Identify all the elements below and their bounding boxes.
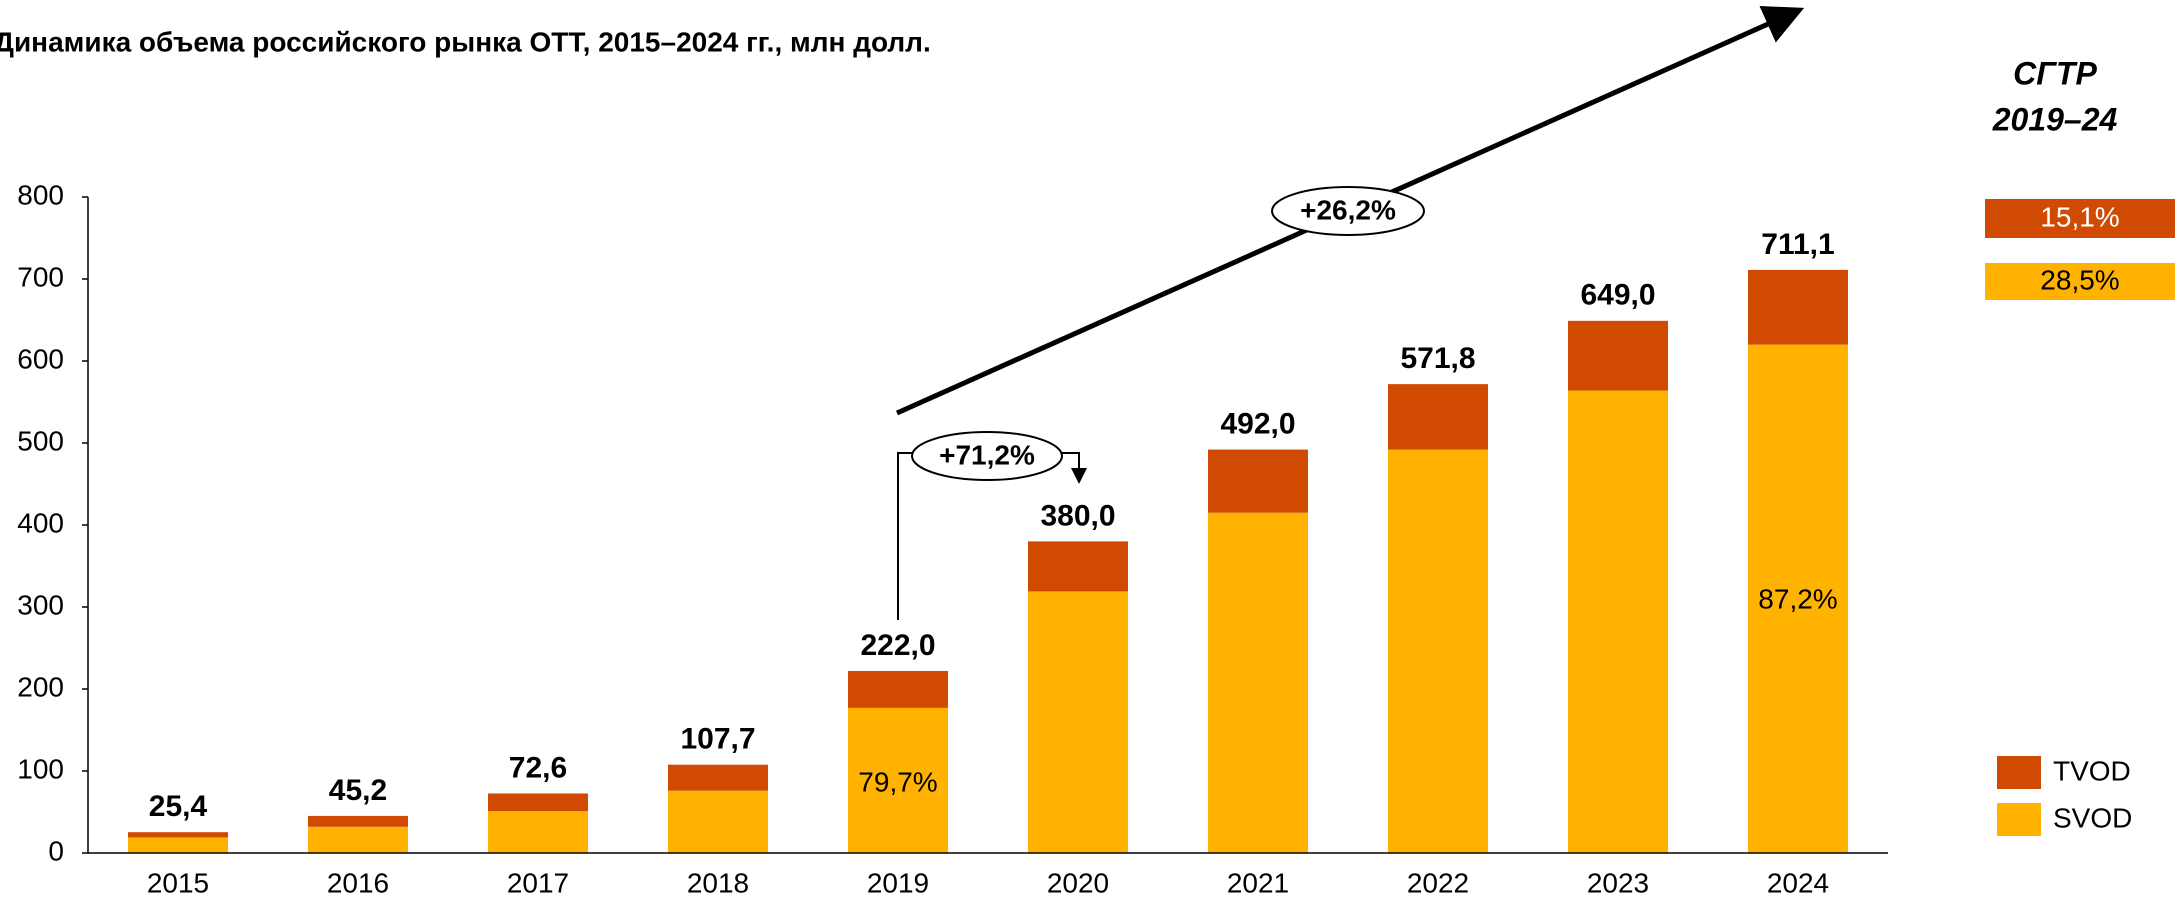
y-tick-label: 100 bbox=[17, 753, 64, 784]
bar-segment bbox=[1388, 449, 1488, 853]
bar-segment bbox=[488, 811, 588, 853]
cagr-value: 28,5% bbox=[2040, 264, 2119, 295]
bar-segment bbox=[1028, 591, 1128, 853]
total-label: 25,4 bbox=[149, 790, 208, 823]
bar-segment bbox=[1028, 541, 1128, 592]
x-tick-label: 2016 bbox=[327, 867, 389, 898]
growth-bubble bbox=[1271, 186, 1425, 236]
y-tick-label: 600 bbox=[17, 343, 64, 374]
bar-segment bbox=[128, 837, 228, 853]
plot: 0 100 200 300 400 500 600 700 800 25,4 2015 45,2 201… bbox=[17, 179, 1888, 898]
total-label: 45,2 bbox=[329, 774, 387, 807]
share-label: 79,7% bbox=[858, 766, 937, 797]
bar-segment bbox=[1568, 320, 1668, 391]
y-tick-label: 400 bbox=[17, 507, 64, 538]
bar-segment bbox=[128, 832, 228, 838]
growth-bubble bbox=[911, 431, 1063, 481]
bar-segment bbox=[1748, 344, 1848, 853]
total-label: 107,7 bbox=[680, 723, 755, 756]
total-label: 649,0 bbox=[1580, 279, 1655, 312]
bar-segment bbox=[1748, 269, 1848, 345]
cagr-title: СГТР bbox=[2013, 55, 2097, 91]
bar-segment bbox=[1208, 449, 1308, 513]
bar-segment bbox=[308, 815, 408, 827]
y-tick-label: 200 bbox=[17, 671, 64, 702]
x-tick-label: 2021 bbox=[1227, 867, 1289, 898]
chart-title: Динамика объема российского рынка ОТТ, 2… bbox=[0, 26, 931, 57]
growth-label: +71,2% bbox=[939, 439, 1035, 470]
y-tick-label: 800 bbox=[17, 179, 64, 210]
cagr-box bbox=[1985, 199, 2175, 238]
y-tick-label: 500 bbox=[17, 425, 64, 456]
cagr-title: 2019–24 bbox=[1992, 101, 2118, 137]
x-tick-label: 2019 bbox=[867, 867, 929, 898]
bar-segment bbox=[848, 707, 948, 853]
total-label: 72,6 bbox=[509, 751, 567, 784]
total-label: 571,8 bbox=[1400, 342, 1475, 375]
total-label: 222,0 bbox=[860, 629, 935, 662]
x-tick-label: 2017 bbox=[507, 867, 569, 898]
y-tick-label: 300 bbox=[17, 589, 64, 620]
growth-label: +26,2% bbox=[1300, 194, 1396, 225]
x-tick-label: 2024 bbox=[1767, 867, 1829, 898]
total-label: 711,1 bbox=[1761, 228, 1834, 261]
y-tick-label: 0 bbox=[48, 835, 64, 866]
total-label: 492,0 bbox=[1220, 407, 1295, 440]
legend-label: SVOD bbox=[2053, 802, 2132, 833]
legend-swatch bbox=[1997, 756, 2041, 789]
bar-segment bbox=[1208, 512, 1308, 853]
x-tick-label: 2020 bbox=[1047, 867, 1109, 898]
total-label: 380,0 bbox=[1040, 499, 1115, 532]
x-tick-label: 2022 bbox=[1407, 867, 1469, 898]
legend-swatch bbox=[1997, 803, 2041, 836]
bar-segment bbox=[488, 793, 588, 812]
share-label: 87,2% bbox=[1758, 583, 1837, 614]
bar-segment bbox=[668, 764, 768, 791]
x-tick-label: 2015 bbox=[147, 867, 209, 898]
bar-segment bbox=[848, 670, 948, 708]
bar-segment bbox=[1568, 390, 1668, 853]
bar-segment bbox=[308, 826, 408, 853]
x-tick-label: 2023 bbox=[1587, 867, 1649, 898]
x-tick-label: 2018 bbox=[687, 867, 749, 898]
y-tick-label: 700 bbox=[17, 261, 64, 292]
bracket bbox=[897, 452, 912, 620]
bar-segment bbox=[1388, 384, 1488, 450]
cagr-box bbox=[1985, 263, 2175, 300]
legend-label: TVOD bbox=[2053, 755, 2131, 786]
bracket bbox=[1062, 452, 1087, 484]
bar-segment bbox=[668, 790, 768, 853]
cagr-value: 15,1% bbox=[2040, 201, 2119, 232]
